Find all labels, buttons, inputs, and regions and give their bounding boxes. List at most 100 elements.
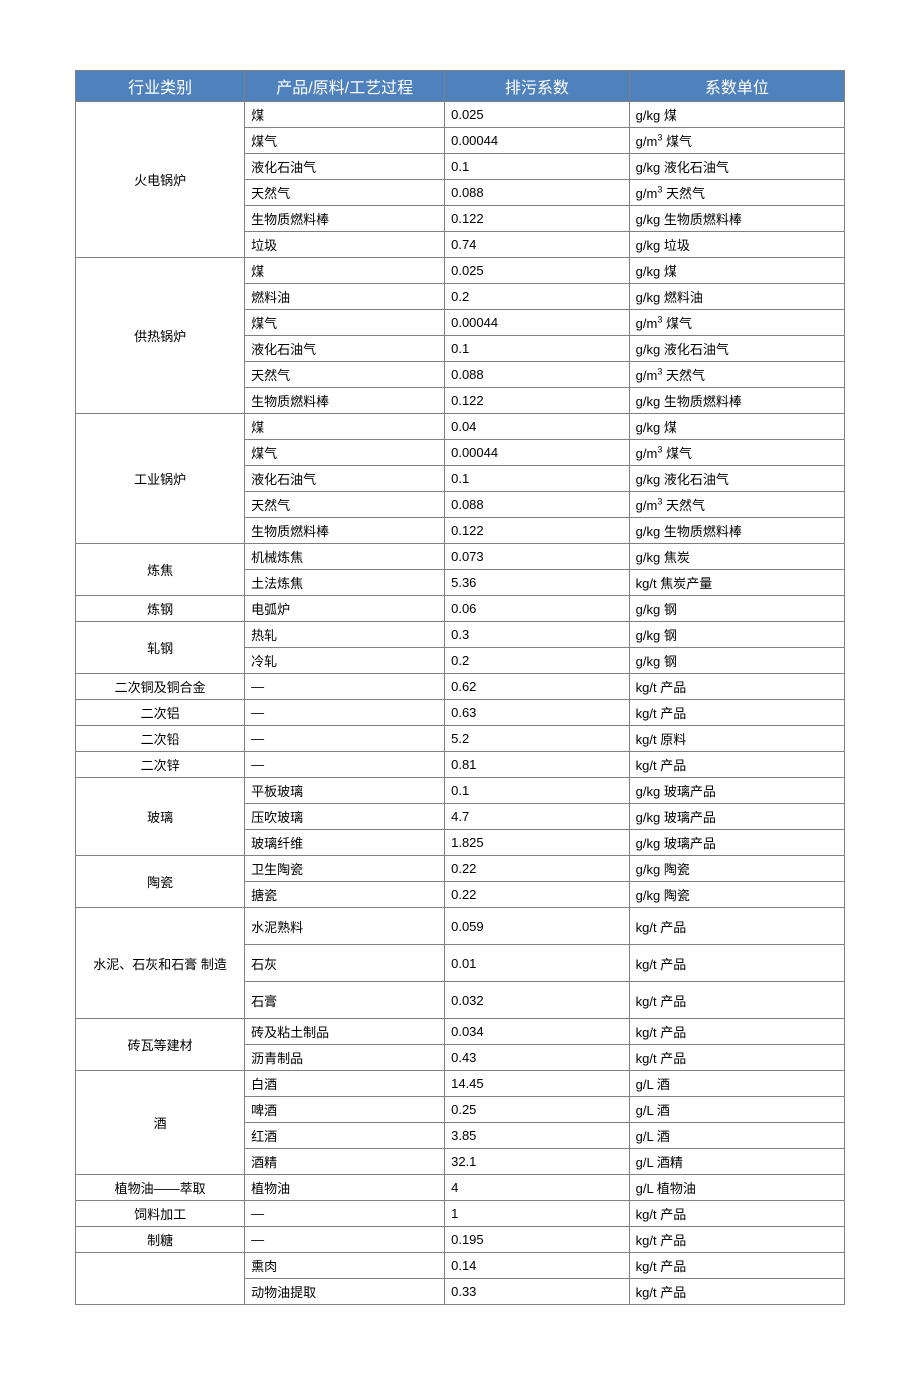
unit-cell: g/m3 煤气 [629,440,844,466]
product-cell: 天然气 [245,492,445,518]
category-cell: 水泥、石灰和石膏 制造 [76,908,245,1019]
coef-cell: 0.43 [445,1045,630,1071]
unit-cell: g/kg 钢 [629,596,844,622]
unit-cell: kg/t 产品 [629,945,844,982]
coef-cell: 0.06 [445,596,630,622]
coef-cell: 0.04 [445,414,630,440]
product-cell: 煤气 [245,128,445,154]
table-row: 炼钢电弧炉0.06g/kg 钢 [76,596,845,622]
product-cell: — [245,752,445,778]
coef-cell: 3.85 [445,1123,630,1149]
unit-cell: g/kg 陶瓷 [629,856,844,882]
coef-cell: 0.33 [445,1279,630,1305]
product-cell: 燃料油 [245,284,445,310]
category-cell: 酒 [76,1071,245,1175]
product-cell: 煤气 [245,440,445,466]
table-row: 玻璃平板玻璃0.1g/kg 玻璃产品 [76,778,845,804]
product-cell: 煤 [245,102,445,128]
header-row: 行业类别 产品/原料/工艺过程 排污系数 系数单位 [76,71,845,102]
product-cell: 酒精 [245,1149,445,1175]
unit-cell: kg/t 产品 [629,908,844,945]
unit-cell: g/kg 焦炭 [629,544,844,570]
coef-cell: 0.073 [445,544,630,570]
coef-cell: 0.088 [445,180,630,206]
unit-cell: kg/t 产品 [629,674,844,700]
category-cell: 轧钢 [76,622,245,674]
coef-cell: 0.1 [445,336,630,362]
unit-cell: g/kg 钢 [629,622,844,648]
product-cell: 天然气 [245,180,445,206]
coef-cell: 0.00044 [445,128,630,154]
table-row: 二次铜及铜合金—0.62kg/t 产品 [76,674,845,700]
product-cell: 土法炼焦 [245,570,445,596]
coef-cell: 0.2 [445,648,630,674]
coef-cell: 14.45 [445,1071,630,1097]
table-row: 饲料加工—1kg/t 产品 [76,1201,845,1227]
coef-cell: 0.14 [445,1253,630,1279]
unit-cell: g/kg 玻璃产品 [629,830,844,856]
unit-cell: g/kg 生物质燃料棒 [629,206,844,232]
table-row: 炼焦机械炼焦0.073g/kg 焦炭 [76,544,845,570]
table-row: 植物油——萃取植物油4g/L 植物油 [76,1175,845,1201]
unit-cell: g/m3 煤气 [629,310,844,336]
unit-cell: g/kg 钢 [629,648,844,674]
table-row: 酒白酒14.45g/L 酒 [76,1071,845,1097]
unit-cell: g/kg 陶瓷 [629,882,844,908]
unit-cell: g/kg 垃圾 [629,232,844,258]
unit-cell: kg/t 产品 [629,1019,844,1045]
coef-cell: 0.088 [445,362,630,388]
product-cell: 玻璃纤维 [245,830,445,856]
unit-cell: g/L 酒精 [629,1149,844,1175]
coef-cell: 0.025 [445,258,630,284]
coef-cell: 0.81 [445,752,630,778]
product-cell: 沥青制品 [245,1045,445,1071]
coef-cell: 4.7 [445,804,630,830]
unit-cell: g/L 酒 [629,1123,844,1149]
unit-cell: kg/t 原料 [629,726,844,752]
product-cell: 生物质燃料棒 [245,518,445,544]
coef-cell: 0.059 [445,908,630,945]
table-row: 二次铝—0.63kg/t 产品 [76,700,845,726]
table-row: 供热锅炉煤0.025g/kg 煤 [76,258,845,284]
product-cell: 压吹玻璃 [245,804,445,830]
coef-cell: 32.1 [445,1149,630,1175]
table-row: 水泥、石灰和石膏 制造水泥熟料0.059kg/t 产品 [76,908,845,945]
product-cell: — [245,1227,445,1253]
unit-cell: g/kg 生物质燃料棒 [629,518,844,544]
coef-cell: 0.00044 [445,310,630,336]
coef-cell: 1.825 [445,830,630,856]
product-cell: — [245,726,445,752]
unit-cell: kg/t 产品 [629,752,844,778]
product-cell: 电弧炉 [245,596,445,622]
unit-cell: kg/t 产品 [629,1045,844,1071]
coef-cell: 0.00044 [445,440,630,466]
coef-cell: 0.2 [445,284,630,310]
product-cell: 石灰 [245,945,445,982]
unit-cell: kg/t 产品 [629,700,844,726]
product-cell: 白酒 [245,1071,445,1097]
coef-cell: 0.1 [445,466,630,492]
table-row: 制糖—0.195kg/t 产品 [76,1227,845,1253]
coef-cell: 0.1 [445,778,630,804]
coef-cell: 0.122 [445,206,630,232]
table-row: 砖瓦等建材砖及粘土制品0.034kg/t 产品 [76,1019,845,1045]
unit-cell: g/kg 生物质燃料棒 [629,388,844,414]
coef-cell: 0.122 [445,388,630,414]
emission-factor-table: 行业类别 产品/原料/工艺过程 排污系数 系数单位 火电锅炉煤0.025g/kg… [75,70,845,1305]
table-row: 陶瓷卫生陶瓷0.22g/kg 陶瓷 [76,856,845,882]
header-unit: 系数单位 [629,71,844,102]
unit-cell: g/L 植物油 [629,1175,844,1201]
unit-cell: g/kg 液化石油气 [629,336,844,362]
category-cell: 陶瓷 [76,856,245,908]
table-row: 二次锌—0.81kg/t 产品 [76,752,845,778]
unit-cell: g/kg 液化石油气 [629,466,844,492]
category-cell: 炼钢 [76,596,245,622]
coef-cell: 0.63 [445,700,630,726]
category-cell: 工业锅炉 [76,414,245,544]
product-cell: 冷轧 [245,648,445,674]
category-cell: 二次铜及铜合金 [76,674,245,700]
coef-cell: 0.034 [445,1019,630,1045]
product-cell: 煤气 [245,310,445,336]
category-cell: 二次铅 [76,726,245,752]
unit-cell: g/m3 天然气 [629,362,844,388]
